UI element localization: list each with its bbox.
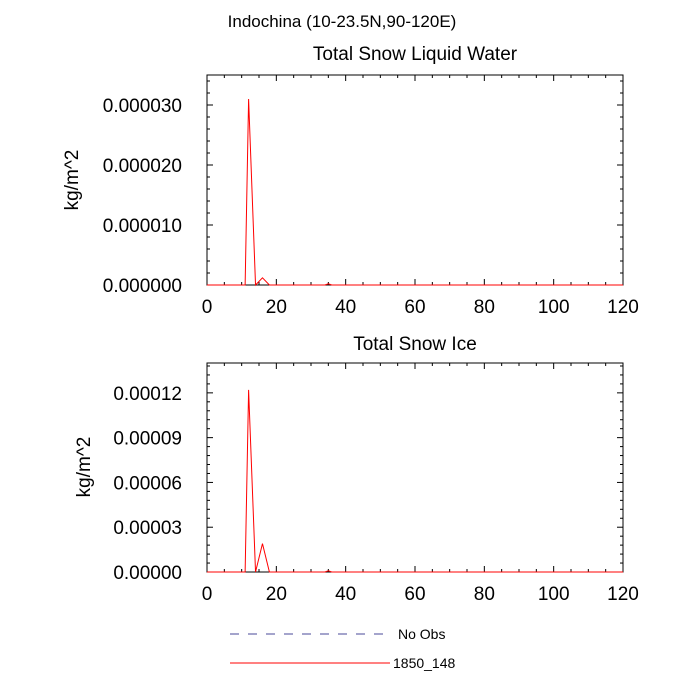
x-tick-label: 80	[474, 584, 495, 605]
plot-frame	[206, 362, 624, 573]
panel-title: Total Snow Liquid Water	[313, 44, 518, 65]
x-tick-label: 0	[202, 297, 213, 318]
y-tick-label: 0.00003	[113, 518, 182, 539]
x-tick-label: 60	[404, 297, 425, 318]
y-tick-label: 0.000010	[103, 216, 182, 237]
series-line	[207, 389, 623, 573]
y-axis-label: kg/m^2	[62, 150, 83, 211]
x-tick-label: 0	[202, 584, 213, 605]
series-line	[207, 98, 623, 287]
y-axis-label: kg/m^2	[74, 437, 95, 498]
x-tick-label: 60	[404, 584, 425, 605]
y-tick-label: 0.00009	[113, 429, 182, 450]
y-tick-label: 0.000030	[103, 96, 182, 117]
y-tick-label: 0.00006	[113, 473, 182, 494]
panel-title: Total Snow Ice	[353, 334, 477, 355]
x-tick-label: 120	[607, 297, 639, 318]
x-tick-label: 100	[538, 297, 570, 318]
y-tick-label: 0.00012	[113, 384, 182, 405]
x-tick-label: 40	[335, 584, 356, 605]
panel-total-snow-liquid-water: Total Snow Liquid Water kg/m^2 0 20 40 60 80…	[62, 44, 639, 318]
legend: No Obs 1850_148	[230, 626, 456, 671]
legend-label-no-obs: No Obs	[398, 626, 445, 642]
x-tick-label: 20	[266, 584, 287, 605]
x-tick-label: 100	[538, 584, 570, 605]
x-tick-label: 80	[474, 297, 495, 318]
plot-frame	[206, 74, 624, 286]
x-tick-label: 20	[266, 297, 287, 318]
x-tick-label: 40	[335, 297, 356, 318]
legend-label-1850-148: 1850_148	[393, 655, 456, 671]
x-tick-label: 120	[607, 584, 639, 605]
y-tick-label: 0.000020	[103, 156, 182, 177]
y-tick-label: 0.000000	[103, 276, 182, 297]
y-tick-label: 0.00000	[113, 563, 182, 584]
panel-total-snow-ice: Total Snow Ice kg/m^2 0 20 40 60 80 100 120 0.0…	[74, 334, 639, 605]
figure-suptitle: Indochina (10-23.5N,90-120E)	[228, 12, 457, 31]
